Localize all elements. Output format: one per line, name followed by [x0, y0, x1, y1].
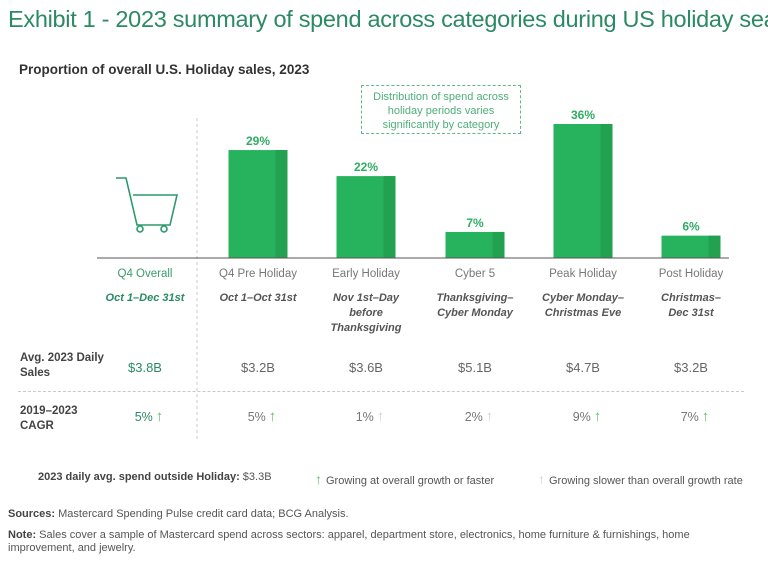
- bar-group: 29%: [228, 134, 288, 258]
- growth-slow-arrow-icon: ↑: [376, 408, 385, 425]
- outside-holiday-label: 2023 daily avg. spend outside Holiday:: [38, 471, 240, 483]
- row-divider: [18, 391, 744, 392]
- column-name: Post Holiday: [658, 268, 724, 280]
- sources-text: Mastercard Spending Pulse credit card da…: [58, 508, 349, 520]
- sources-note: Sources: Mastercard Spending Pulse credi…: [8, 508, 349, 521]
- bar-data-label: 22%: [354, 160, 378, 174]
- legend-fast: ↑ Growing at overall growth or faster: [315, 471, 494, 487]
- column-range-line: Oct 1–Oct 31st: [219, 292, 297, 304]
- column-name: Early Holiday: [332, 268, 400, 280]
- annotation-box: Distribution of spend across holiday per…: [361, 85, 521, 134]
- legend-slow: ↑ Growing slower than overall growth rate: [538, 471, 743, 487]
- legend-fast-label: Growing at overall growth or faster: [326, 475, 495, 487]
- growth-fast-arrow-icon: ↑: [268, 408, 277, 425]
- cagr-cell: 1% ↑: [315, 408, 425, 425]
- growth-fast-arrow-icon: ↑: [701, 408, 710, 425]
- cagr-cell: 5% ↑: [207, 408, 317, 425]
- cagr-value: 7%: [680, 410, 699, 424]
- row-label-cagr: 2019–2023 CAGR: [20, 405, 78, 432]
- bar-shade: [275, 150, 288, 258]
- bar-shade: [708, 235, 721, 258]
- bar-data-label: 6%: [682, 220, 700, 234]
- column-range-line: Nov 1st–Day: [332, 292, 400, 304]
- cagr-value: 1%: [355, 410, 374, 424]
- daily-sales-value: $3.2B: [674, 360, 708, 375]
- sources-label: Sources:: [8, 508, 56, 520]
- bar-shade: [492, 231, 505, 258]
- growth-slow-arrow-icon: ↑: [485, 408, 494, 425]
- bar-group: 6%: [661, 220, 721, 258]
- column-range-line: Dec 31st: [668, 307, 714, 319]
- bar-data-label: 36%: [571, 108, 595, 122]
- bar-data-label: 7%: [466, 216, 484, 230]
- cagr-value: 5%: [247, 410, 266, 424]
- bar-group: 36%: [553, 108, 613, 258]
- column-range-line: Christmas–: [661, 292, 721, 304]
- chart-subtitle: Proportion of overall U.S. Holiday sales…: [19, 62, 310, 77]
- exhibit-title: Exhibit 1 - 2023 summary of spend across…: [8, 6, 768, 32]
- bar: [661, 235, 721, 258]
- outside-holiday-note: 2023 daily avg. spend outside Holiday: $…: [38, 471, 272, 483]
- cagr-cell: 2% ↑: [424, 408, 534, 425]
- row-label-daily-sales: Avg. 2023 Daily Sales: [20, 352, 104, 379]
- column-name: Cyber 5: [454, 268, 496, 280]
- note-text: Sales cover a sample of Mastercard spend…: [8, 529, 690, 554]
- growth-slow-arrow-icon: ↑: [538, 471, 545, 487]
- bar-data-label: 29%: [246, 134, 270, 148]
- bar-shade: [383, 176, 396, 258]
- cagr-cell: 9% ↑: [532, 408, 642, 425]
- column-name-overall: Q4 Overall: [117, 268, 173, 280]
- daily-sales-value: $5.1B: [458, 360, 492, 375]
- daily-sales-overall: $3.8B: [128, 360, 162, 375]
- column-range: Cyber Monday– Christmas Eve: [528, 291, 638, 321]
- note-label: Note:: [8, 529, 37, 541]
- column-range-line: Thanksgiving: [330, 322, 402, 334]
- outside-holiday-value: $3.3B: [242, 471, 272, 483]
- column-range: Nov 1st–Day before Thanksgiving: [311, 291, 421, 336]
- column-range-overall: Oct 1–Dec 31st: [105, 292, 185, 304]
- footnote: Note: Sales cover a sample of Mastercard…: [8, 529, 738, 555]
- cagr-overall: 5% ↑: [94, 408, 204, 425]
- growth-fast-arrow-icon: ↑: [155, 408, 164, 425]
- column-range-line: Cyber Monday–: [542, 292, 624, 304]
- column-range: Christmas– Dec 31st: [636, 291, 746, 321]
- bar-shade: [600, 124, 613, 258]
- column-name: Q4 Pre Holiday: [219, 268, 297, 280]
- cagr-value: 5%: [134, 410, 153, 424]
- daily-sales-value: $3.2B: [241, 360, 275, 375]
- legend-slow-label: Growing slower than overall growth rate: [549, 475, 743, 487]
- cagr-value: 2%: [464, 410, 483, 424]
- column-range: Thanksgiving– Cyber Monday: [420, 291, 530, 321]
- column-name: Peak Holiday: [549, 268, 617, 280]
- growth-fast-arrow-icon: ↑: [593, 408, 602, 425]
- column-range-line: before: [349, 307, 383, 319]
- column-range-line: Christmas Eve: [544, 307, 622, 319]
- cagr-value: 9%: [572, 410, 591, 424]
- column-range-line: Cyber Monday: [437, 307, 513, 319]
- column-range: Oct 1–Oct 31st: [203, 291, 313, 306]
- growth-fast-arrow-icon: ↑: [315, 471, 322, 487]
- bar-group: 7%: [445, 216, 505, 258]
- column-range-line: Thanksgiving–: [436, 292, 514, 304]
- bar-group: 22%: [336, 160, 396, 258]
- daily-sales-value: $3.6B: [349, 360, 383, 375]
- daily-sales-value: $4.7B: [566, 360, 600, 375]
- shopping-cart-icon: [116, 177, 179, 233]
- cagr-cell: 7% ↑: [640, 408, 750, 425]
